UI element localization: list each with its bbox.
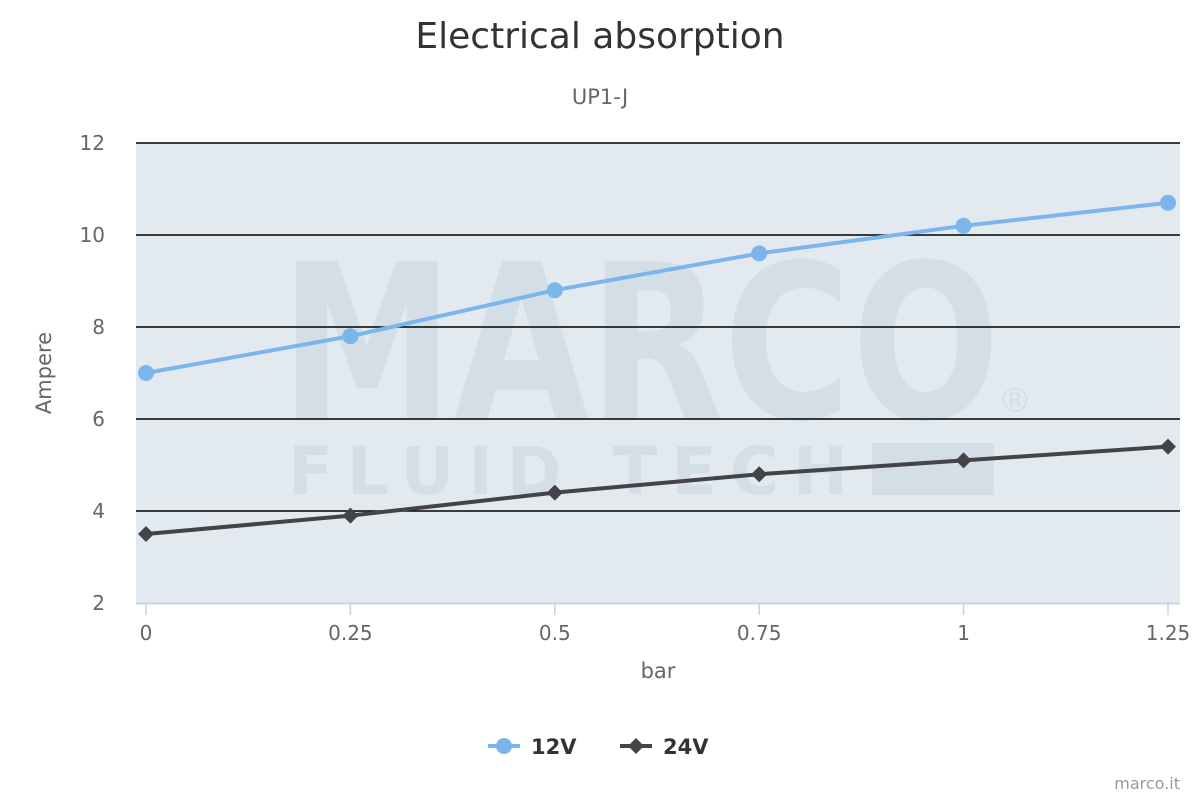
x-tick-label: 0.5 (539, 621, 571, 645)
chart-subtitle: UP1-J (572, 85, 628, 109)
credit-link[interactable]: marco.it (1114, 774, 1180, 793)
y-tick-label: 8 (92, 315, 105, 339)
x-tick-label: 0 (140, 621, 153, 645)
x-tick-label: 0.25 (328, 621, 373, 645)
data-point-24V (751, 466, 768, 483)
data-point-24V (138, 526, 154, 542)
y-tick-label: 10 (80, 223, 105, 247)
y-axis-title: Ampere (32, 332, 56, 414)
y-tick-label: 2 (92, 591, 105, 615)
data-point-12V (751, 245, 768, 262)
watermark-bar (872, 443, 994, 495)
watermark-text: MARCO (280, 218, 1000, 469)
series-line-12V (144, 200, 1170, 375)
data-point-24V (955, 452, 972, 469)
data-point-24V (546, 484, 563, 501)
watermark-logo: MARCO ® FLUID TECH (280, 218, 1032, 510)
legend: 12V 24V (488, 735, 709, 759)
data-point-12V (342, 328, 359, 345)
data-point-24V (342, 507, 359, 524)
legend-label: 24V (663, 735, 709, 759)
x-tick-label: 1 (957, 621, 970, 645)
y-tick-label: 6 (92, 407, 105, 431)
y-tick-labels: 2 4 6 8 10 12 (80, 131, 105, 615)
data-point-12V (138, 365, 154, 381)
grid-lines (136, 142, 1180, 512)
data-point-12V (955, 217, 972, 234)
series-12V (138, 194, 1176, 381)
legend-marker (496, 738, 512, 754)
x-axis-title: bar (641, 659, 676, 683)
legend-label: 12V (531, 735, 577, 759)
x-tick-label: 1.25 (1146, 621, 1191, 645)
x-tick-label: 0.75 (737, 621, 782, 645)
legend-item-12V[interactable]: 12V (488, 735, 577, 759)
series-layer (138, 194, 1176, 542)
y-tick-label: 12 (80, 131, 105, 155)
series-line-24V (144, 444, 1170, 536)
chart-title: Electrical absorption (415, 16, 784, 57)
x-axis (136, 602, 1180, 615)
data-point-12V (1160, 194, 1176, 211)
y-tick-label: 4 (92, 499, 105, 523)
legend-item-24V[interactable]: 24V (620, 735, 709, 759)
x-tick-labels: 0 0.25 0.5 0.75 1 1.25 (140, 621, 1191, 645)
data-point-12V (546, 282, 563, 299)
data-point-24V (1160, 438, 1176, 455)
watermark-registered-mark: ® (998, 381, 1032, 421)
series-24V (138, 438, 1176, 542)
legend-marker (628, 738, 644, 754)
